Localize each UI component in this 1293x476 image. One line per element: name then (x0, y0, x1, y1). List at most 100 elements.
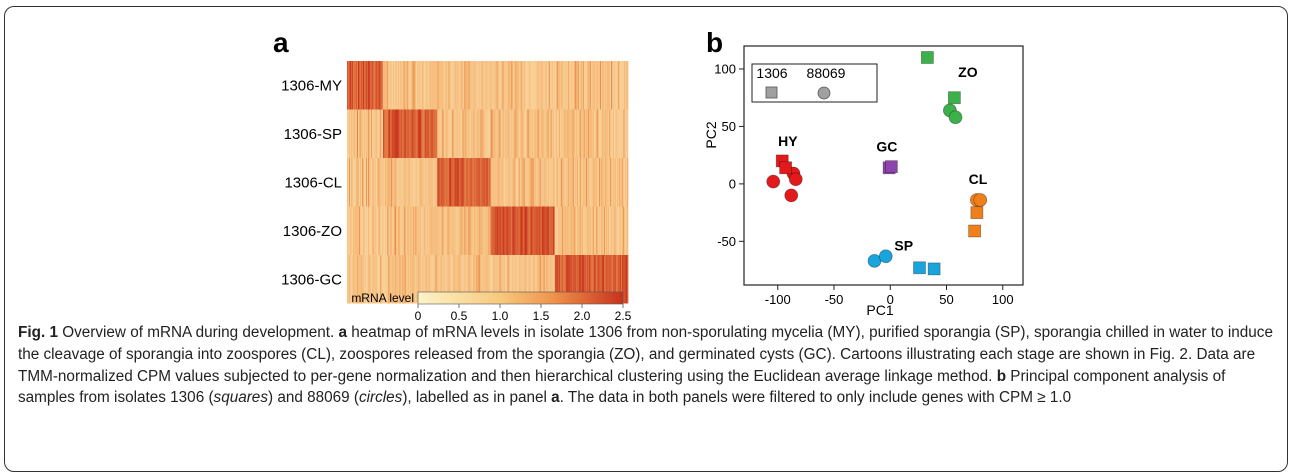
heatmap-cell (540, 206, 543, 255)
heatmap-cell (412, 206, 414, 255)
heatmap-cell (473, 158, 475, 207)
heatmap-cell (438, 61, 440, 110)
heatmap-cell (576, 255, 579, 304)
heatmap-cell (625, 109, 628, 158)
heatmap-cell (592, 206, 595, 255)
pca-point-1306 (779, 161, 793, 175)
heatmap-cell (432, 61, 434, 110)
heatmap-cell (558, 206, 561, 255)
heatmap-cell (422, 206, 424, 255)
heatmap-cell (566, 61, 569, 110)
heatmap-cell (430, 158, 432, 207)
heatmap-cell (361, 206, 363, 255)
heatmap-cell (559, 109, 562, 158)
heatmap-cell (564, 158, 567, 207)
heatmap-cell (353, 206, 355, 255)
pca-ylabel: PC2 (703, 121, 719, 148)
heatmap-cell (559, 206, 562, 255)
heatmap-cell (597, 255, 600, 304)
heatmap-cell (451, 109, 453, 158)
heatmap-cell (538, 255, 541, 304)
heatmap-cell (524, 109, 526, 158)
heatmap-cell (462, 61, 464, 110)
heatmap-cell (485, 158, 487, 207)
heatmap-cell (526, 206, 528, 255)
heatmap-cell (384, 158, 386, 207)
heatmap-cell (360, 61, 362, 110)
heatmap-cell (413, 158, 415, 207)
heatmap (347, 61, 629, 304)
heatmap-cell (575, 206, 578, 255)
heatmap-cell (596, 158, 599, 207)
heatmap-cell (555, 206, 558, 255)
heatmap-cell (532, 206, 535, 255)
heatmap-cell (617, 206, 620, 255)
heatmap-cell (549, 206, 552, 255)
heatmap-cell (561, 61, 564, 110)
heatmap-cell (391, 61, 393, 110)
heatmap-cell (457, 255, 459, 304)
heatmap-cell (438, 255, 440, 304)
heatmap-cell (383, 206, 385, 255)
heatmap-cell (489, 61, 491, 110)
heatmap-cell (366, 109, 368, 158)
heatmap-cell (419, 255, 421, 304)
heatmap-cell (389, 61, 391, 110)
heatmap-cell (459, 61, 461, 110)
heatmap-cell (570, 109, 573, 158)
heatmap-cell (488, 206, 490, 255)
heatmap-cell (516, 109, 518, 158)
heatmap-cell (497, 255, 499, 304)
heatmap-cell (613, 158, 616, 207)
heatmap-cell (504, 206, 506, 255)
heatmap-cell (548, 158, 551, 207)
heatmap-cell (391, 158, 393, 207)
heatmap-cell (453, 206, 455, 255)
heatmap-cell (601, 109, 604, 158)
heatmap-cell (434, 109, 436, 158)
heatmap-cell (444, 206, 446, 255)
heatmap-cell (405, 158, 407, 207)
heatmap-cell (552, 61, 555, 110)
heatmap-cell (523, 206, 525, 255)
heatmap-cell (573, 206, 576, 255)
heatmap-cell (570, 206, 573, 255)
heatmap-cell (382, 255, 384, 304)
heatmap-cell (587, 109, 590, 158)
heatmap-cell (371, 109, 373, 158)
heatmap-cell (582, 109, 585, 158)
heatmap-cell (468, 109, 470, 158)
heatmap-cell (533, 255, 536, 304)
heatmap-cell (397, 206, 399, 255)
heatmap-cell (449, 61, 451, 110)
heatmap-cell (525, 158, 527, 207)
heatmap-cell (622, 61, 625, 110)
heatmap-cell (420, 61, 422, 110)
heatmap-cell (611, 109, 614, 158)
heatmap-cell (569, 255, 572, 304)
heatmap-cell (481, 109, 483, 158)
heatmap-cell (577, 61, 580, 110)
heatmap-cell (475, 158, 477, 207)
heatmap-cell (411, 61, 413, 110)
heatmap-cell (492, 61, 494, 110)
heatmap-cell (414, 255, 416, 304)
heatmap-cell (405, 109, 407, 158)
heatmap-cell (529, 109, 531, 158)
heatmap-cell (396, 109, 398, 158)
heatmap-cell (565, 61, 568, 110)
heatmap-cell (419, 158, 421, 207)
heatmap-cell (452, 61, 454, 110)
heatmap-cell (464, 255, 466, 304)
heatmap-cell (574, 61, 577, 110)
heatmap-cell (529, 255, 531, 304)
heatmap-cell (385, 158, 387, 207)
heatmap-cell (380, 255, 382, 304)
heatmap-cell (454, 255, 456, 304)
heatmap-cell (515, 61, 517, 110)
heatmap-cell (499, 206, 501, 255)
heatmap-cell (526, 109, 528, 158)
caption-b-text-4: . The data in both panels were filtered … (559, 389, 1072, 407)
heatmap-cell (609, 158, 612, 207)
heatmap-cell (396, 61, 398, 110)
